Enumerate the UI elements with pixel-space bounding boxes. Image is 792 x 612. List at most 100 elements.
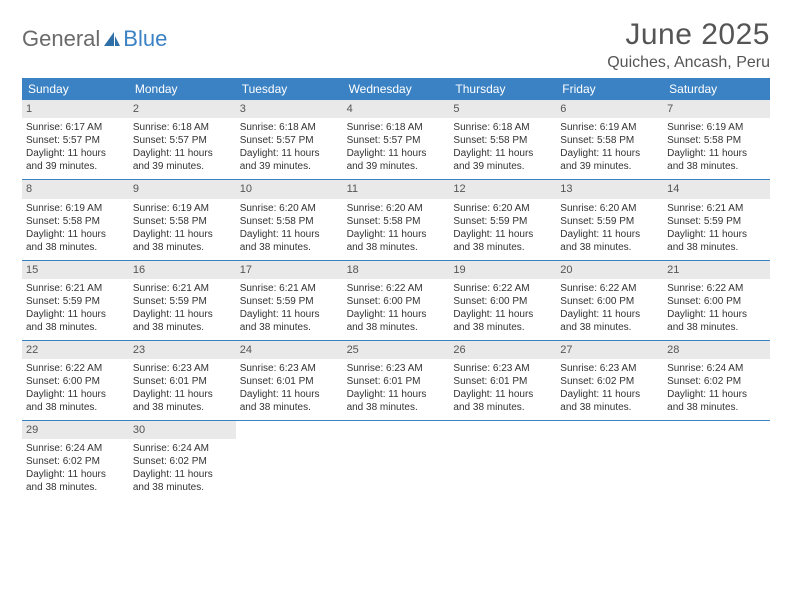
sunrise-line: Sunrise: 6:22 AM bbox=[667, 282, 766, 295]
day-cell: 3Sunrise: 6:18 AMSunset: 5:57 PMDaylight… bbox=[236, 100, 343, 179]
day-cell: 28Sunrise: 6:24 AMSunset: 6:02 PMDayligh… bbox=[663, 341, 770, 420]
day-number: 1 bbox=[22, 100, 129, 118]
weekday-header: Thursday bbox=[449, 78, 556, 100]
sunset-line: Sunset: 5:59 PM bbox=[240, 295, 339, 308]
day-cell: 25Sunrise: 6:23 AMSunset: 6:01 PMDayligh… bbox=[343, 341, 450, 420]
day-cell: 22Sunrise: 6:22 AMSunset: 6:00 PMDayligh… bbox=[22, 341, 129, 420]
day-cell: 23Sunrise: 6:23 AMSunset: 6:01 PMDayligh… bbox=[129, 341, 236, 420]
day-cell: 10Sunrise: 6:20 AMSunset: 5:58 PMDayligh… bbox=[236, 180, 343, 259]
day-number: 3 bbox=[236, 100, 343, 118]
week-row: 22Sunrise: 6:22 AMSunset: 6:00 PMDayligh… bbox=[22, 341, 770, 421]
sunset-line: Sunset: 5:58 PM bbox=[347, 215, 446, 228]
day-number: 25 bbox=[343, 341, 450, 359]
daylight-line: Daylight: 11 hours and 38 minutes. bbox=[240, 388, 339, 414]
daylight-line: Daylight: 11 hours and 38 minutes. bbox=[133, 388, 232, 414]
sunset-line: Sunset: 5:58 PM bbox=[240, 215, 339, 228]
sunset-line: Sunset: 5:59 PM bbox=[560, 215, 659, 228]
day-number: 20 bbox=[556, 261, 663, 279]
day-cell: 21Sunrise: 6:22 AMSunset: 6:00 PMDayligh… bbox=[663, 261, 770, 340]
day-number: 28 bbox=[663, 341, 770, 359]
daylight-line: Daylight: 11 hours and 38 minutes. bbox=[26, 228, 125, 254]
daylight-line: Daylight: 11 hours and 39 minutes. bbox=[240, 147, 339, 173]
day-cell: 7Sunrise: 6:19 AMSunset: 5:58 PMDaylight… bbox=[663, 100, 770, 179]
daylight-line: Daylight: 11 hours and 39 minutes. bbox=[453, 147, 552, 173]
day-cell: 18Sunrise: 6:22 AMSunset: 6:00 PMDayligh… bbox=[343, 261, 450, 340]
location: Quiches, Ancash, Peru bbox=[607, 54, 770, 72]
day-number: 19 bbox=[449, 261, 556, 279]
sunrise-line: Sunrise: 6:24 AM bbox=[667, 362, 766, 375]
daylight-line: Daylight: 11 hours and 38 minutes. bbox=[560, 228, 659, 254]
day-number: 2 bbox=[129, 100, 236, 118]
day-cell bbox=[449, 421, 556, 500]
sunrise-line: Sunrise: 6:24 AM bbox=[133, 442, 232, 455]
daylight-line: Daylight: 11 hours and 38 minutes. bbox=[26, 308, 125, 334]
day-number: 10 bbox=[236, 180, 343, 198]
weekday-header: Monday bbox=[129, 78, 236, 100]
day-number: 23 bbox=[129, 341, 236, 359]
sunrise-line: Sunrise: 6:21 AM bbox=[133, 282, 232, 295]
sunrise-line: Sunrise: 6:19 AM bbox=[560, 121, 659, 134]
day-cell: 27Sunrise: 6:23 AMSunset: 6:02 PMDayligh… bbox=[556, 341, 663, 420]
title-block: June 2025 Quiches, Ancash, Peru bbox=[607, 18, 770, 72]
sunset-line: Sunset: 5:57 PM bbox=[133, 134, 232, 147]
daylight-line: Daylight: 11 hours and 38 minutes. bbox=[667, 147, 766, 173]
sunrise-line: Sunrise: 6:18 AM bbox=[133, 121, 232, 134]
sunrise-line: Sunrise: 6:18 AM bbox=[453, 121, 552, 134]
sunrise-line: Sunrise: 6:18 AM bbox=[347, 121, 446, 134]
sunset-line: Sunset: 6:00 PM bbox=[667, 295, 766, 308]
sunset-line: Sunset: 6:02 PM bbox=[26, 455, 125, 468]
day-cell: 2Sunrise: 6:18 AMSunset: 5:57 PMDaylight… bbox=[129, 100, 236, 179]
logo-sail-icon bbox=[102, 30, 122, 48]
day-number: 6 bbox=[556, 100, 663, 118]
day-cell bbox=[556, 421, 663, 500]
day-cell bbox=[236, 421, 343, 500]
day-number: 24 bbox=[236, 341, 343, 359]
week-row: 8Sunrise: 6:19 AMSunset: 5:58 PMDaylight… bbox=[22, 180, 770, 260]
sunset-line: Sunset: 5:57 PM bbox=[26, 134, 125, 147]
daylight-line: Daylight: 11 hours and 38 minutes. bbox=[133, 228, 232, 254]
sunrise-line: Sunrise: 6:23 AM bbox=[560, 362, 659, 375]
daylight-line: Daylight: 11 hours and 38 minutes. bbox=[347, 228, 446, 254]
daylight-line: Daylight: 11 hours and 38 minutes. bbox=[453, 308, 552, 334]
sunrise-line: Sunrise: 6:21 AM bbox=[26, 282, 125, 295]
weekday-header-row: Sunday Monday Tuesday Wednesday Thursday… bbox=[22, 78, 770, 100]
weekday-header: Saturday bbox=[663, 78, 770, 100]
week-row: 1Sunrise: 6:17 AMSunset: 5:57 PMDaylight… bbox=[22, 100, 770, 180]
day-cell: 29Sunrise: 6:24 AMSunset: 6:02 PMDayligh… bbox=[22, 421, 129, 500]
sunset-line: Sunset: 5:59 PM bbox=[453, 215, 552, 228]
daylight-line: Daylight: 11 hours and 38 minutes. bbox=[560, 308, 659, 334]
calendar: Sunday Monday Tuesday Wednesday Thursday… bbox=[22, 78, 770, 500]
weeks-container: 1Sunrise: 6:17 AMSunset: 5:57 PMDaylight… bbox=[22, 100, 770, 500]
sunset-line: Sunset: 6:01 PM bbox=[240, 375, 339, 388]
daylight-line: Daylight: 11 hours and 38 minutes. bbox=[347, 388, 446, 414]
day-cell: 9Sunrise: 6:19 AMSunset: 5:58 PMDaylight… bbox=[129, 180, 236, 259]
daylight-line: Daylight: 11 hours and 39 minutes. bbox=[560, 147, 659, 173]
sunset-line: Sunset: 5:58 PM bbox=[560, 134, 659, 147]
day-number: 26 bbox=[449, 341, 556, 359]
week-row: 15Sunrise: 6:21 AMSunset: 5:59 PMDayligh… bbox=[22, 261, 770, 341]
sunrise-line: Sunrise: 6:22 AM bbox=[347, 282, 446, 295]
daylight-line: Daylight: 11 hours and 38 minutes. bbox=[667, 388, 766, 414]
header: General Blue June 2025 Quiches, Ancash, … bbox=[22, 18, 770, 72]
day-number: 8 bbox=[22, 180, 129, 198]
week-row: 29Sunrise: 6:24 AMSunset: 6:02 PMDayligh… bbox=[22, 421, 770, 500]
day-cell bbox=[343, 421, 450, 500]
sunset-line: Sunset: 5:58 PM bbox=[133, 215, 232, 228]
day-cell: 1Sunrise: 6:17 AMSunset: 5:57 PMDaylight… bbox=[22, 100, 129, 179]
day-number: 27 bbox=[556, 341, 663, 359]
sunset-line: Sunset: 6:01 PM bbox=[453, 375, 552, 388]
daylight-line: Daylight: 11 hours and 38 minutes. bbox=[667, 308, 766, 334]
daylight-line: Daylight: 11 hours and 38 minutes. bbox=[133, 308, 232, 334]
weekday-header: Tuesday bbox=[236, 78, 343, 100]
sunrise-line: Sunrise: 6:23 AM bbox=[347, 362, 446, 375]
sunrise-line: Sunrise: 6:24 AM bbox=[26, 442, 125, 455]
day-number: 17 bbox=[236, 261, 343, 279]
sunset-line: Sunset: 5:57 PM bbox=[347, 134, 446, 147]
day-number: 14 bbox=[663, 180, 770, 198]
day-cell: 16Sunrise: 6:21 AMSunset: 5:59 PMDayligh… bbox=[129, 261, 236, 340]
sunrise-line: Sunrise: 6:20 AM bbox=[560, 202, 659, 215]
weekday-header: Friday bbox=[556, 78, 663, 100]
day-cell: 30Sunrise: 6:24 AMSunset: 6:02 PMDayligh… bbox=[129, 421, 236, 500]
logo: General Blue bbox=[22, 18, 167, 52]
day-number: 12 bbox=[449, 180, 556, 198]
